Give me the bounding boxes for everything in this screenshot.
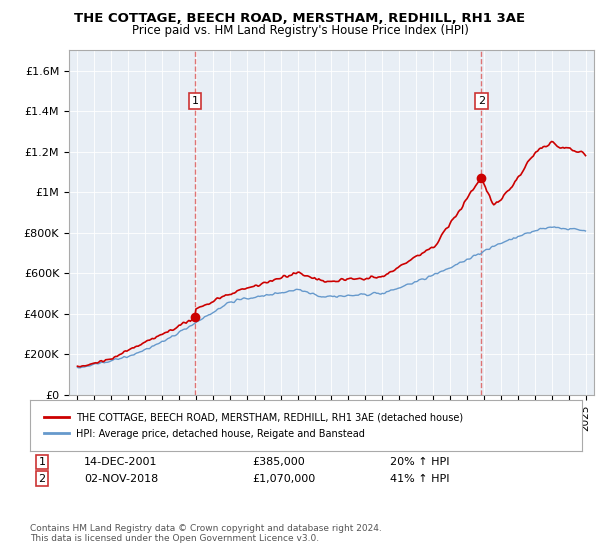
- Text: Price paid vs. HM Land Registry's House Price Index (HPI): Price paid vs. HM Land Registry's House …: [131, 24, 469, 36]
- Text: THE COTTAGE, BEECH ROAD, MERSTHAM, REDHILL, RH1 3AE: THE COTTAGE, BEECH ROAD, MERSTHAM, REDHI…: [74, 12, 526, 25]
- Legend: THE COTTAGE, BEECH ROAD, MERSTHAM, REDHILL, RH1 3AE (detached house), HPI: Avera: THE COTTAGE, BEECH ROAD, MERSTHAM, REDHI…: [40, 409, 467, 442]
- Text: 14-DEC-2001: 14-DEC-2001: [84, 457, 157, 467]
- Text: 20% ↑ HPI: 20% ↑ HPI: [390, 457, 449, 467]
- Text: £1,070,000: £1,070,000: [252, 474, 315, 484]
- Text: 1: 1: [38, 457, 46, 467]
- Text: 1: 1: [191, 96, 199, 106]
- Text: £385,000: £385,000: [252, 457, 305, 467]
- Text: 41% ↑ HPI: 41% ↑ HPI: [390, 474, 449, 484]
- Text: 2: 2: [38, 474, 46, 484]
- Text: Contains HM Land Registry data © Crown copyright and database right 2024.
This d: Contains HM Land Registry data © Crown c…: [30, 524, 382, 543]
- Text: 2: 2: [478, 96, 485, 106]
- Text: 02-NOV-2018: 02-NOV-2018: [84, 474, 158, 484]
